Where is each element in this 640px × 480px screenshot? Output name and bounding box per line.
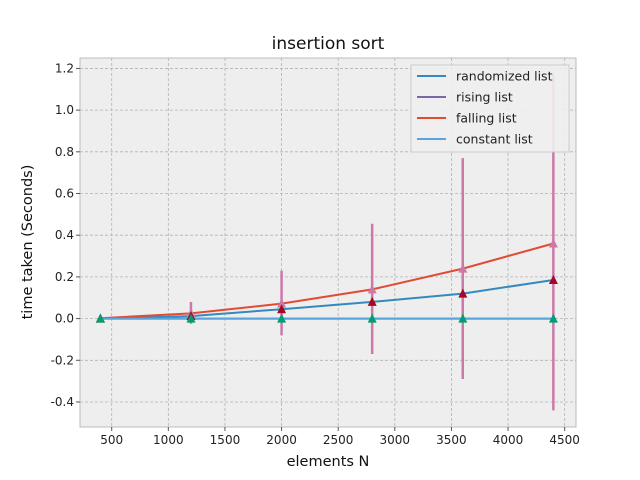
y-tick-label: -0.4 [51, 395, 74, 409]
marker-constant-list [186, 313, 196, 323]
y-tick-label: 1.2 [55, 61, 74, 75]
x-tick-labels: 500 1000 1500 2000 2500 3000 3500 4000 4500 [100, 433, 580, 447]
y-tick-label: 1.0 [55, 103, 74, 117]
marker-constant-list [548, 313, 558, 323]
series-line-falling-list [100, 242, 554, 320]
marker-falling-list [458, 263, 468, 273]
y-tick-labels: -0.4 -0.2 0.0 0.2 0.4 0.6 0.8 1.0 1.2 [51, 61, 74, 409]
legend-box [410, 64, 570, 153]
series-markers [95, 238, 558, 323]
marker-constant-list [458, 313, 468, 323]
chart-title: insertion sort [272, 34, 385, 54]
y-axis-label: time taken (Seconds) [20, 165, 36, 320]
marker-randomized-list [367, 296, 377, 306]
x-axis-label: elements N [287, 454, 370, 470]
y-tick-label: -0.2 [51, 353, 74, 367]
x-tick-label: 2500 [323, 433, 354, 447]
x-tick-label: 4500 [549, 433, 580, 447]
marker-constant-list [367, 313, 377, 323]
y-tick-label: 0.0 [55, 312, 74, 326]
marker-randomized-list [548, 275, 558, 284]
y-tick-label: 0.6 [55, 187, 74, 201]
x-tick-label: 3000 [380, 433, 411, 447]
marker-randomized-list [277, 304, 287, 314]
legend-label-falling-list: falling list [456, 111, 517, 126]
y-tick-label: 0.8 [55, 145, 74, 159]
x-tick-label: 2000 [266, 433, 297, 447]
marker-falling-list [277, 298, 287, 308]
series-lines [100, 242, 554, 320]
x-tick-label: 1500 [210, 433, 241, 447]
marker-randomized-list [458, 288, 468, 298]
x-tick-label: 3500 [436, 433, 467, 447]
y-tick-label: 0.4 [55, 228, 74, 242]
legend-label-constant-list: constant list [456, 132, 533, 147]
x-tick-label: 500 [100, 433, 123, 447]
x-tick-label: 1000 [153, 433, 184, 447]
series-line-randomized-list [100, 279, 554, 320]
marker-falling-list [367, 284, 377, 294]
marker-constant-list [277, 313, 287, 323]
marker-constant-list [95, 313, 105, 323]
y-tick-label: 0.2 [55, 270, 74, 284]
x-tick-label: 4000 [493, 433, 524, 447]
marker-falling-list [548, 238, 558, 248]
legend-label-rising-list: rising list [456, 90, 513, 105]
legend: randomized list rising list falling list co… [410, 64, 570, 153]
legend-label-randomized-list: randomized list [456, 69, 553, 84]
